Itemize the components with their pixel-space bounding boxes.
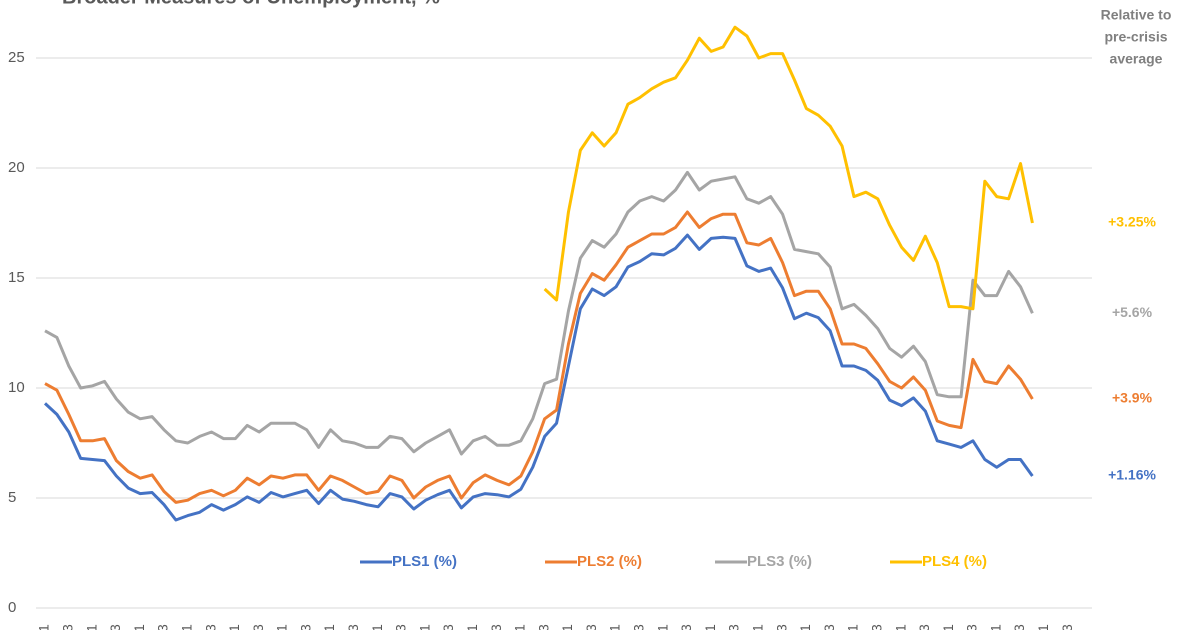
x-tick-label: 1 <box>83 624 99 630</box>
x-tick-label: 3 <box>297 624 313 630</box>
x-tick-label: 1 <box>131 624 147 630</box>
x-tick-label: 1 <box>1035 624 1051 630</box>
y-tick-label: 10 <box>8 379 25 396</box>
x-tick-label: 3 <box>916 624 932 630</box>
x-tick-label: 1 <box>797 624 813 630</box>
series-line <box>43 233 1034 522</box>
x-tick-label: 3 <box>773 624 789 630</box>
y-tick-label: 5 <box>8 489 16 506</box>
x-tick-label: 1 <box>845 624 861 630</box>
series-line <box>44 210 1034 504</box>
x-tick-label: 3 <box>726 624 742 630</box>
legend-label: PLS1 (%) <box>392 553 457 570</box>
x-tick-label: 1 <box>940 624 956 630</box>
series-line <box>543 25 1034 311</box>
x-tick-label: 3 <box>535 624 551 630</box>
x-tick-label: 1 <box>321 624 337 630</box>
end-label: +3.25% <box>1108 214 1156 230</box>
legend-label: PLS4 (%) <box>922 553 987 570</box>
end-label: +5.6% <box>1112 304 1153 320</box>
y-tick-label: 20 <box>8 159 25 176</box>
x-tick-label: 1 <box>749 624 765 630</box>
y-tick-label: 15 <box>8 269 25 286</box>
x-tick-label: 3 <box>59 624 75 630</box>
x-tick-label: 1 <box>559 624 575 630</box>
x-tick-label: 3 <box>107 624 123 630</box>
x-tick-label: 3 <box>821 624 837 630</box>
x-tick-label: 1 <box>654 624 670 630</box>
legend-label: PLS3 (%) <box>747 553 812 570</box>
x-tick-label: 1 <box>702 624 718 630</box>
right-header: Relative to <box>1101 7 1172 23</box>
y-tick-label: 0 <box>8 599 16 616</box>
x-tick-label: 3 <box>202 624 218 630</box>
x-tick-label: 1 <box>987 624 1003 630</box>
x-tick-label: 3 <box>1011 624 1027 630</box>
x-tick-label: 1 <box>226 624 242 630</box>
x-tick-label: 1 <box>607 624 623 630</box>
chart-title: Broader Measures of Unemployment, % <box>62 0 440 8</box>
end-label: +1.16% <box>1108 467 1156 483</box>
x-tick-label: 1 <box>416 624 432 630</box>
x-tick-label: 1 <box>369 624 385 630</box>
x-tick-label: 1 <box>464 624 480 630</box>
x-tick-label: 3 <box>488 624 504 630</box>
x-tick-label: 1 <box>178 624 194 630</box>
x-tick-label: 3 <box>345 624 361 630</box>
right-header: pre-crisis <box>1104 29 1167 45</box>
x-tick-label: 3 <box>155 624 171 630</box>
x-tick-label: 3 <box>440 624 456 630</box>
x-tick-label: 3 <box>250 624 266 630</box>
x-tick-label: 3 <box>631 624 647 630</box>
x-tick-label: 3 <box>583 624 599 630</box>
x-tick-label: 1 <box>274 624 290 630</box>
series-line <box>44 170 1034 456</box>
x-tick-label: 3 <box>868 624 884 630</box>
x-tick-label: 1 <box>512 624 528 630</box>
x-tick-label: 3 <box>393 624 409 630</box>
x-tick-label: 3 <box>1059 624 1075 630</box>
x-tick-label: 1 <box>36 624 52 630</box>
legend-label: PLS2 (%) <box>577 553 642 570</box>
y-tick-label: 25 <box>8 49 25 66</box>
x-tick-label: 1 <box>892 624 908 630</box>
x-tick-label: 3 <box>964 624 980 630</box>
x-tick-label: 3 <box>678 624 694 630</box>
end-label: +3.9% <box>1112 390 1153 406</box>
right-header: average <box>1110 51 1163 67</box>
